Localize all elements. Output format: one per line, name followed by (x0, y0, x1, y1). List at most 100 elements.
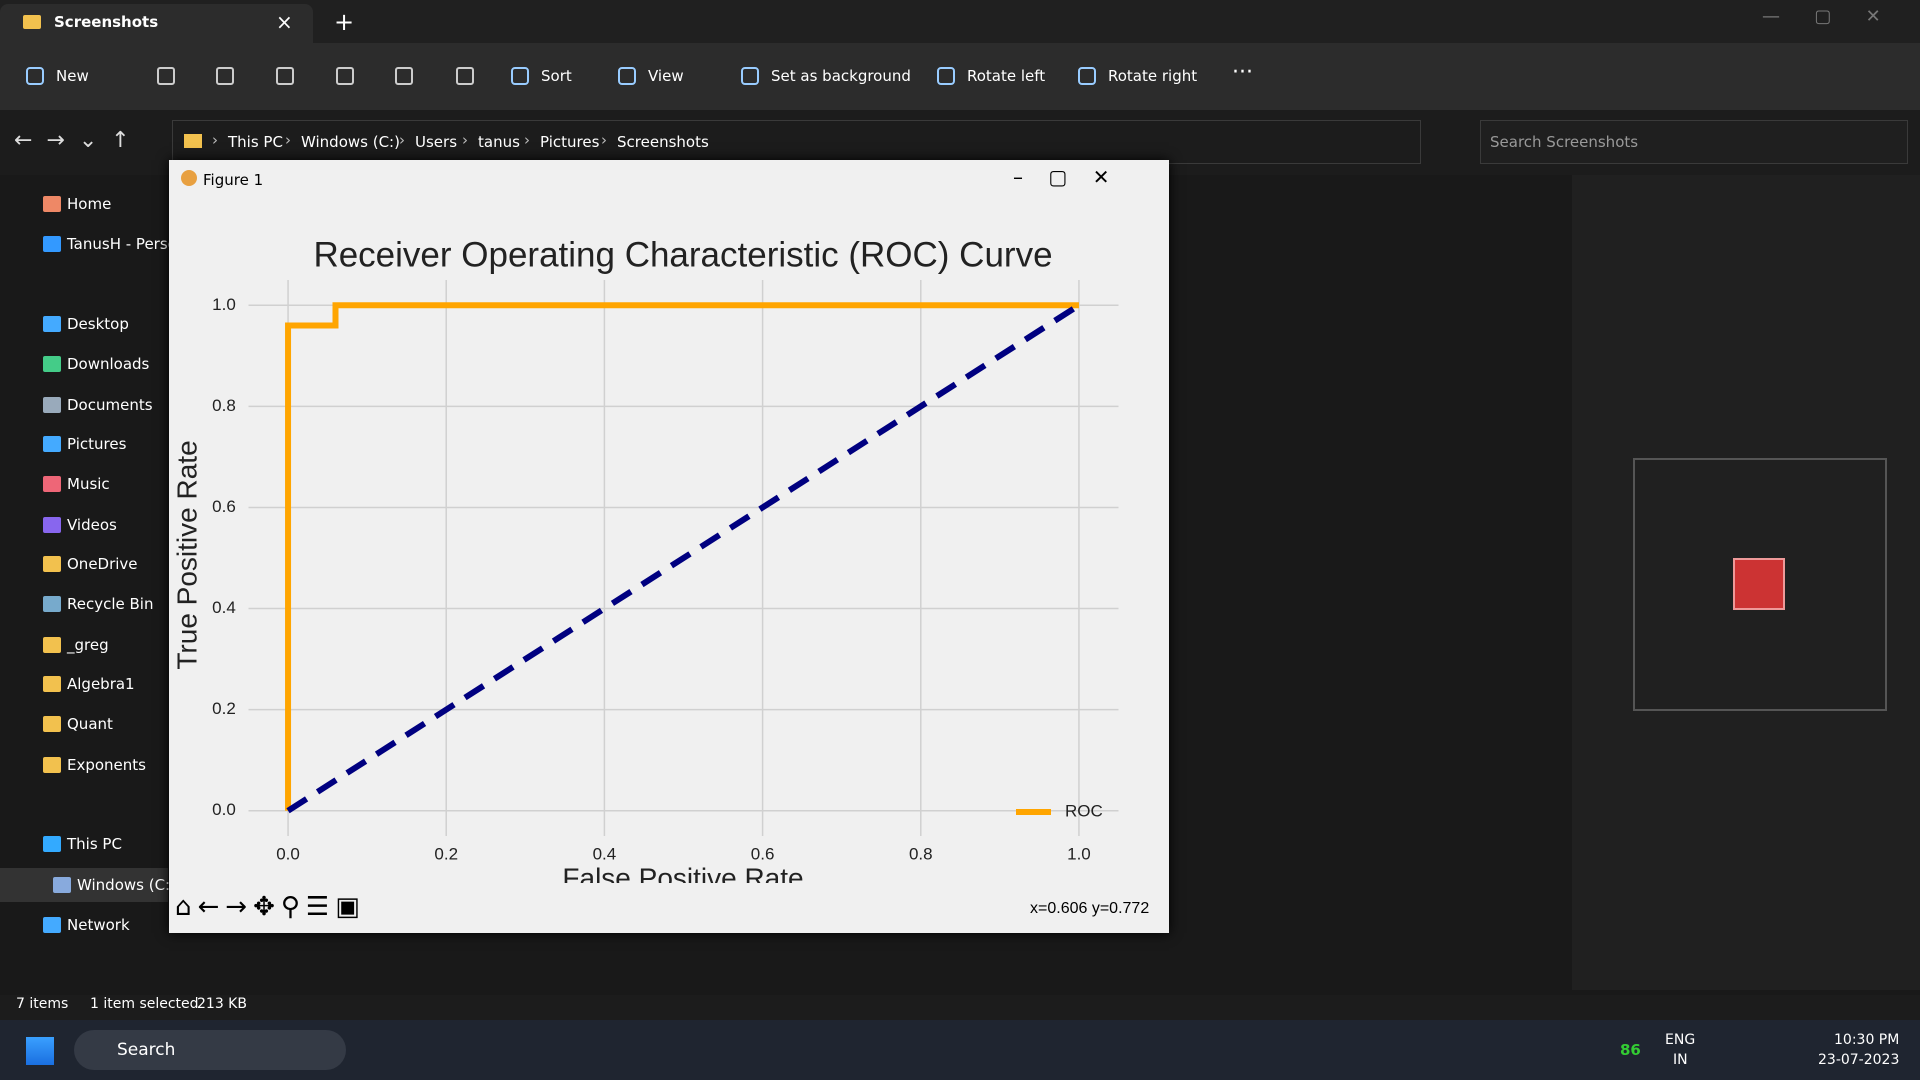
toolbar-icon (937, 67, 955, 85)
nav-icon (43, 356, 61, 372)
toolbar-button[interactable]: Sort (541, 67, 572, 85)
taskbar-search[interactable] (74, 1030, 346, 1070)
folder-icon (23, 15, 41, 29)
close-tab[interactable]: × (276, 10, 293, 34)
figure-window: Figure 1 – ▢ ✕ Receiver Operating Charac… (169, 160, 1169, 933)
toolbar-icon[interactable] (276, 67, 294, 85)
x-tick-label: 1.0 (1067, 844, 1091, 863)
nav-icon (43, 436, 61, 452)
nav-item[interactable]: Desktop (67, 315, 129, 333)
toolbar-icon[interactable] (216, 67, 234, 85)
toolbar-icon[interactable] (456, 67, 474, 85)
nav-item[interactable]: This PC (67, 835, 122, 853)
preview-frame (1633, 458, 1887, 711)
selection (0, 868, 168, 902)
nav-icon (43, 397, 61, 413)
nav-icon (43, 757, 61, 773)
chevron: › (285, 131, 291, 149)
chevron: › (399, 131, 405, 149)
breadcrumb[interactable]: tanus (478, 133, 520, 151)
nav-icon (43, 476, 61, 492)
weather: 86 (1620, 1041, 1641, 1059)
tab[interactable] (0, 4, 313, 43)
figure-controls[interactable]: – ▢ ✕ (1013, 165, 1110, 189)
toolbar-icon[interactable] (336, 67, 354, 85)
x-tick-label: 0.2 (434, 844, 458, 863)
breadcrumb[interactable]: Screenshots (617, 133, 709, 151)
nav-item[interactable]: Downloads (67, 355, 150, 373)
toolbar (0, 43, 1920, 110)
x-axis-label: False Positive Rate (562, 862, 803, 883)
nav-item[interactable]: Documents (67, 396, 153, 414)
search-box[interactable] (1480, 120, 1908, 164)
nav-icon (43, 716, 61, 732)
nav-item[interactable]: Home (67, 195, 112, 213)
nav-item[interactable]: _greg (67, 636, 109, 654)
toolbar-button[interactable]: New (56, 67, 89, 85)
chevron: › (601, 131, 607, 149)
nav-buttons[interactable]: ← → ⌄ ↑ (14, 128, 130, 153)
start-button[interactable] (26, 1037, 54, 1065)
y-tick-label: 0.6 (212, 497, 236, 516)
nav-item[interactable]: Music (67, 475, 110, 493)
nav-item[interactable]: Videos (67, 516, 117, 534)
y-tick-label: 1.0 (212, 295, 236, 314)
nav-item[interactable]: Pictures (67, 435, 127, 453)
more-button[interactable]: ··· (1232, 60, 1253, 85)
status-selected: 1 item selected (90, 996, 199, 1012)
figure-icon (181, 170, 197, 186)
nav-icon (53, 877, 71, 893)
chart: Receiver Operating Characteristic (ROC) … (171, 235, 1119, 883)
y-tick-label: 0.4 (212, 598, 236, 617)
x-tick-label: 0.6 (751, 844, 775, 863)
nav-item[interactable]: OneDrive (67, 555, 138, 573)
breadcrumb[interactable]: This PC (228, 133, 283, 151)
toolbar-button[interactable]: Rotate right (1108, 67, 1198, 85)
toolbar-button[interactable]: Set as background (771, 67, 911, 85)
toolbar-button[interactable]: Rotate left (967, 67, 1046, 85)
tab-title: Screenshots (54, 13, 159, 31)
nav-icon (43, 517, 61, 533)
nav-icon (43, 917, 61, 933)
toolbar-icon (511, 67, 529, 85)
figure-title: Figure 1 (203, 171, 264, 189)
nav-item[interactable]: Exponents (67, 756, 146, 774)
nav-icon (43, 637, 61, 653)
nav-icon (43, 836, 61, 852)
cursor-coords: x=0.606 y=0.772 (1030, 900, 1150, 917)
nav-icon (43, 196, 61, 212)
search-placeholder: Search Screenshots (1490, 133, 1639, 151)
legend-label: ROC (1065, 801, 1103, 820)
nav-item[interactable]: Network (67, 916, 130, 934)
nav-item[interactable]: TanusH - Personal (67, 235, 200, 253)
clock-date: 23-07-2023 (1818, 1052, 1900, 1068)
y-tick-label: 0.0 (212, 800, 236, 819)
x-tick-label: 0.4 (593, 844, 617, 863)
title-bar (0, 0, 1920, 43)
nav-icon (43, 236, 61, 252)
status-bar (0, 995, 1920, 1020)
toolbar-icon[interactable] (395, 67, 413, 85)
breadcrumb[interactable]: Windows (C:) (301, 133, 400, 151)
new-tab[interactable]: + (334, 8, 355, 36)
figure-toolbar[interactable]: ⌂←→✥⚲☰▣ (175, 892, 366, 922)
nav-item[interactable]: Algebra1 (67, 675, 135, 693)
status-count: 7 items (16, 996, 69, 1012)
lang: ENG (1665, 1032, 1696, 1048)
chart-title: Receiver Operating Characteristic (ROC) … (313, 235, 1052, 274)
nav-item[interactable]: Windows (C:) (77, 876, 176, 894)
nav-item[interactable]: Recycle Bin (67, 595, 154, 613)
toolbar-button[interactable]: View (648, 67, 684, 85)
toolbar-icon (618, 67, 636, 85)
toolbar-icon[interactable] (157, 67, 175, 85)
chevron: › (212, 131, 218, 149)
nav-item[interactable]: Quant (67, 715, 113, 733)
breadcrumb[interactable]: Pictures (540, 133, 600, 151)
breadcrumb[interactable]: Users (415, 133, 458, 151)
address-folder (184, 134, 202, 148)
address-bar[interactable] (172, 120, 1421, 164)
toolbar-icon (741, 67, 759, 85)
window-controls[interactable]: — ▢ ✕ (1762, 6, 1881, 27)
x-tick-label: 0.0 (276, 844, 300, 863)
